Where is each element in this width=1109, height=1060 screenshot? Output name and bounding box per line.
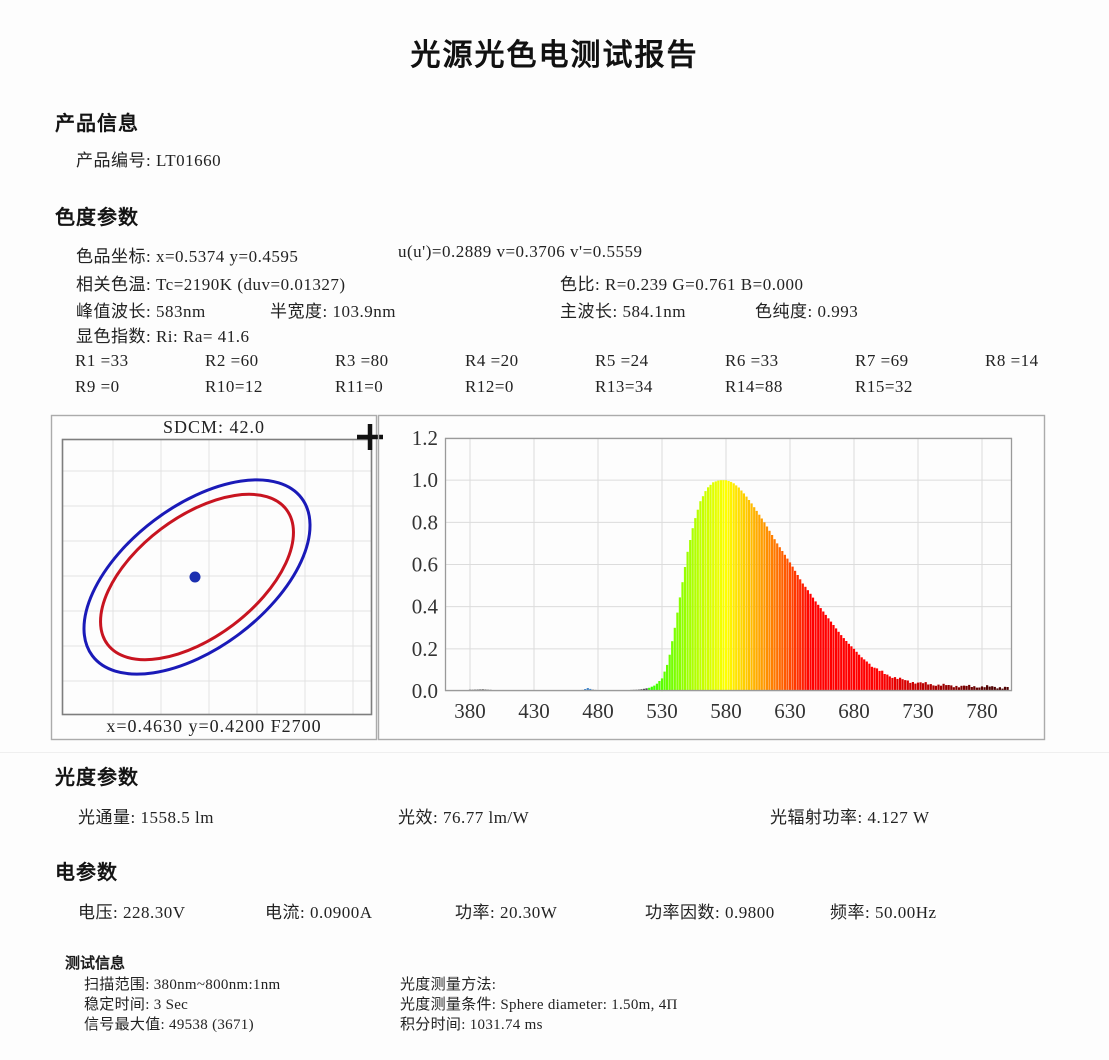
sdcm-chart-annotation: x=0.4630 y=0.4200 F2700 — [106, 716, 322, 736]
y-tick-label: 0.0 — [412, 679, 438, 703]
x-tick-label: 430 — [518, 699, 550, 723]
cri-value: R9 =0 — [75, 377, 120, 396]
luminous-efficacy: 光效: 76.77 lm/W — [398, 808, 530, 827]
luminous-flux: 光通量: 1558.5 lm — [78, 808, 214, 827]
stable-time: 稳定时间: 3 Sec — [84, 997, 189, 1013]
y-tick-label: 0.4 — [412, 595, 439, 619]
cri-values-row-2: R9 =0 R10=12 R11=0 R12=0 R13=34 R14=88 R15=32 — [75, 377, 1109, 397]
x-tick-label: 580 — [710, 699, 742, 723]
peak-wavelength: 峰值波长: 583nm — [76, 302, 206, 321]
section-heading-photometric: 光度参数 — [55, 767, 139, 789]
voltage: 电压: 228.30V — [78, 903, 186, 922]
integration-time: 积分时间: 1031.74 ms — [400, 1017, 543, 1033]
photometry-method: 光度测量方法: — [400, 977, 497, 993]
scan-range: 扫描范围: 380nm~800nm:1nm — [84, 977, 281, 993]
cri-value: R10=12 — [205, 377, 263, 396]
cri-value: R5 =24 — [595, 351, 649, 370]
sdcm-ellipse-chart — [50, 414, 383, 741]
color-purity: 色纯度: 0.993 — [755, 302, 859, 321]
cri-value: R14=88 — [725, 377, 783, 396]
spectrum-chart: 0.0 0.2 0.4 0.6 0.8 1.0 1.2 380 430 480 530 580 630 6… — [377, 414, 1046, 741]
y-tick-label: 0.6 — [412, 553, 438, 577]
x-tick-label: 480 — [582, 699, 614, 723]
chromaticity-coords: 色品坐标: x=0.5374 y=0.4595 — [76, 247, 299, 266]
cri-value: R4 =20 — [465, 351, 519, 370]
cri-values-row-1: R1 =33 R2 =60 R3 =80 R4 =20 R5 =24 R6 =33 R7 =… — [75, 351, 1109, 371]
cri-line: 显色指数: Ri: Ra= 41.6 — [76, 327, 250, 346]
cri-value: R13=34 — [595, 377, 653, 396]
section-heading-product: 产品信息 — [55, 113, 139, 135]
signal-max: 信号最大值: 49538 (3671) — [84, 1017, 254, 1033]
current: 电流: 0.0900A — [265, 903, 373, 922]
spectrum-y-tick-labels: 0.0 0.2 0.4 0.6 0.8 1.0 1.2 — [412, 426, 439, 703]
measured-point — [189, 571, 201, 583]
cri-value: R1 =33 — [75, 351, 129, 370]
correlated-color-temp: 相关色温: Tc=2190K (duv=0.01327) — [76, 275, 346, 294]
spectrum-bars — [468, 480, 1009, 692]
spectrum-x-tick-labels: 380 430 480 530 580 630 680 730 780 — [454, 699, 998, 723]
color-ratio: 色比: R=0.239 G=0.761 B=0.000 — [560, 275, 804, 294]
chromaticity-coords-uv: u(u')=0.2889 v=0.3706 v'=0.5559 — [398, 242, 643, 261]
section-heading-electrical: 电参数 — [55, 862, 118, 884]
y-tick-label: 1.2 — [412, 426, 438, 450]
y-tick-label: 0.8 — [412, 510, 438, 534]
section-heading-chromaticity: 色度参数 — [55, 207, 139, 229]
x-tick-label: 780 — [966, 699, 998, 723]
power-factor: 功率因数: 0.9800 — [645, 903, 775, 922]
x-tick-label: 530 — [646, 699, 678, 723]
half-width: 半宽度: 103.9nm — [270, 302, 396, 321]
product-id: 产品编号: LT01660 — [76, 151, 222, 170]
x-tick-label: 380 — [454, 699, 486, 723]
cri-value: R2 =60 — [205, 351, 259, 370]
cri-value: R7 =69 — [855, 351, 909, 370]
y-tick-label: 1.0 — [412, 468, 438, 492]
page-title: 光源光色电测试报告 — [410, 39, 699, 72]
radiant-power: 光辐射功率: 4.127 W — [770, 808, 930, 827]
cri-value: R8 =14 — [985, 351, 1039, 370]
x-tick-label: 730 — [902, 699, 934, 723]
sdcm-outer-border — [50, 414, 378, 741]
cri-value: R3 =80 — [335, 351, 389, 370]
cri-value: R12=0 — [465, 377, 514, 396]
power: 功率: 20.30W — [455, 903, 558, 922]
section-heading-test-info: 测试信息 — [65, 955, 126, 972]
sdcm-grid — [62, 439, 372, 715]
dominant-wavelength: 主波长: 584.1nm — [560, 302, 686, 321]
x-tick-label: 630 — [774, 699, 806, 723]
cri-value: R15=32 — [855, 377, 913, 396]
frequency: 频率: 50.00Hz — [830, 903, 937, 922]
x-tick-label: 680 — [838, 699, 870, 723]
section-divider — [0, 752, 1109, 753]
sdcm-chart-title: SDCM: 42.0 — [162, 417, 266, 437]
sdcm-plot-border — [61, 438, 373, 716]
inner-tolerance-ellipse — [99, 492, 295, 662]
y-tick-label: 0.2 — [412, 637, 438, 661]
spectrum-outer-border — [377, 414, 1046, 741]
cri-value: R11=0 — [335, 377, 384, 396]
spectrum-plot-border — [444, 437, 1013, 692]
photometry-condition: 光度测量条件: Sphere diameter: 1.50m, 4Π — [400, 997, 678, 1013]
cri-value: R6 =33 — [725, 351, 779, 370]
outer-tolerance-ellipse — [82, 478, 312, 676]
